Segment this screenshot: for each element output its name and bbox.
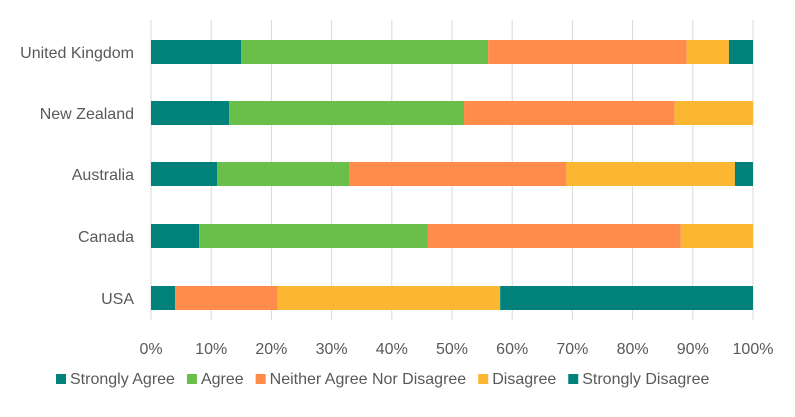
legend-swatch [56, 374, 66, 384]
legend-swatch [186, 374, 197, 384]
legend-swatch [255, 374, 266, 384]
bar-segment [674, 101, 753, 125]
bar-segment [500, 286, 753, 310]
bar-segment [686, 40, 729, 64]
bar-segment [229, 101, 465, 125]
bar-segment [427, 224, 681, 248]
bar-segment [728, 40, 753, 64]
legend-label: Strongly Disagree [582, 371, 709, 388]
bar-segment [151, 224, 200, 248]
x-tick-label: 40% [376, 341, 408, 358]
bar-segment [464, 101, 675, 125]
legend: Strongly Agree Agree Neither Agree Nor Dis… [56, 371, 710, 388]
bar-segment [151, 40, 242, 64]
x-tick-label: 30% [316, 341, 348, 358]
x-tick-label: 0% [139, 341, 162, 358]
bar-segment [734, 162, 753, 186]
x-tick-label: 10% [195, 341, 227, 358]
legend-label: Neither Agree Nor Disagree [270, 371, 467, 388]
bar-segment [488, 40, 687, 64]
x-tick-labels: 0% 10% 20% 30% 40% 50% 60% 70% 80% 90% 100% [139, 341, 773, 358]
legend-label: Disagree [492, 371, 556, 388]
x-tick-label: 100% [733, 341, 774, 358]
category-label: Australia [72, 167, 134, 184]
legend-label: Agree [201, 371, 244, 388]
bar-segment [199, 224, 428, 248]
x-tick-label: 90% [677, 341, 709, 358]
bar-segment [217, 162, 350, 186]
category-label: United Kingdom [20, 45, 134, 62]
bar-segment [151, 286, 176, 310]
bar-segment [175, 286, 278, 310]
bar-segment [349, 162, 567, 186]
category-labels: United Kingdom New Zealand Australia Canada… [20, 45, 134, 308]
category-label: Canada [78, 229, 134, 246]
x-tick-label: 80% [617, 341, 649, 358]
bar-segment [277, 286, 501, 310]
x-tick-label: 20% [255, 341, 287, 358]
category-label: USA [101, 291, 134, 308]
x-tick-label: 70% [556, 341, 588, 358]
bar-segment [151, 101, 230, 125]
bar-segment [566, 162, 735, 186]
legend-swatch [478, 374, 489, 384]
bar-segment [241, 40, 489, 64]
x-tick-label: 50% [436, 341, 468, 358]
bar-segment [151, 162, 218, 186]
legend-swatch [568, 374, 579, 384]
bars [151, 40, 753, 310]
legend-label: Strongly Agree [70, 371, 175, 388]
x-tick-label: 60% [496, 341, 528, 358]
category-label: New Zealand [40, 106, 134, 123]
bar-segment [680, 224, 753, 248]
